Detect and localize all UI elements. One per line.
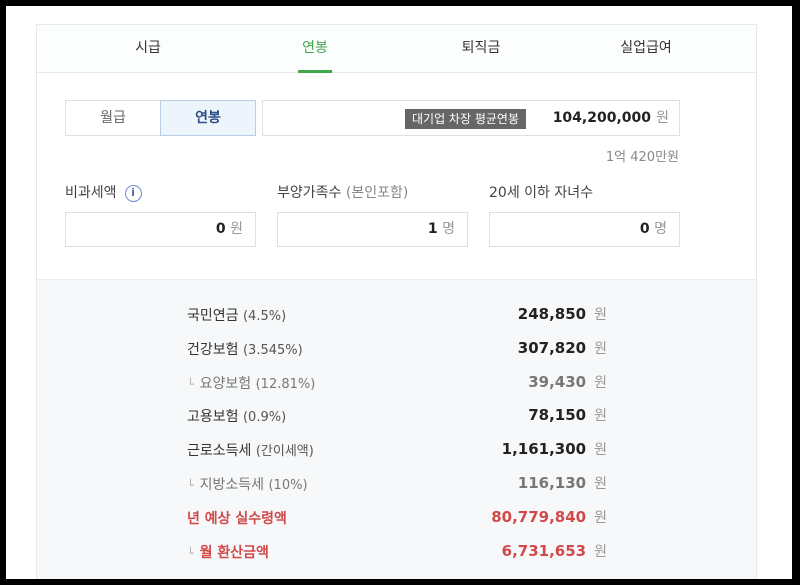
nontax-label: 비과세액 i (65, 182, 142, 202)
result-rate: (3.545%) (242, 342, 303, 358)
result-amount: 248,850 (517, 305, 587, 323)
average-salary-badge[interactable]: 대기업 차장 평균연봉 (405, 109, 526, 129)
dependents-label: 부양가족수 (본인포함) (277, 182, 408, 202)
tab-unemployment[interactable]: 실업급여 (620, 40, 672, 56)
result-label: └ 월 환산금액 (187, 542, 269, 562)
result-value: 116,130 원 (518, 473, 607, 493)
salary-calculator-card: 시급 연봉 퇴직금 실업급여 월급 연봉 대기업 차장 평균연봉 104,200… (36, 24, 757, 579)
result-label: 근로소득세 (간이세액) (187, 440, 314, 460)
result-row: 국민연금 (4.5%) 248,850 원 (187, 302, 607, 326)
result-label-text: 년 예상 실수령액 (187, 510, 287, 527)
result-row: 고용보험 (0.9%) 78,150 원 (187, 403, 607, 427)
result-amount: 1,161,300 (501, 440, 587, 459)
salary-value: 104,200,000 (552, 110, 651, 126)
monthly-toggle-button[interactable]: 월급 (65, 100, 161, 136)
children-unit: 명 (654, 221, 667, 237)
sub-item-icon: └ (187, 377, 194, 391)
nontax-value: 0 (215, 221, 226, 237)
nontax-input[interactable]: 0 원 (65, 212, 256, 247)
result-label-text: 고용보험 (187, 409, 239, 426)
result-row: └ 지방소득세 (10%) 116,130 원 (187, 471, 607, 495)
result-label: 년 예상 실수령액 (187, 508, 287, 528)
salary-unit: 원 (656, 110, 669, 126)
tab-hourly[interactable]: 시급 (135, 40, 161, 56)
nontax-unit: 원 (230, 221, 243, 237)
result-unit: 원 (594, 442, 607, 459)
result-unit: 원 (594, 307, 607, 323)
dependents-note: (본인포함) (345, 185, 409, 201)
result-label-text: 건강보험 (187, 341, 239, 358)
result-rate: (12.81%) (255, 376, 316, 392)
result-label-text: 근로소득세 (187, 443, 252, 460)
result-amount: 80,779,840 (491, 507, 587, 526)
result-value: 248,850 원 (518, 304, 607, 324)
result-row: └ 요양보험 (12.81%) 39,430 원 (187, 370, 607, 394)
info-icon[interactable]: i (124, 185, 142, 202)
result-label-text: 국민연금 (187, 308, 239, 324)
result-value: 307,820 원 (518, 338, 607, 358)
dependents-unit: 명 (442, 221, 455, 237)
result-rate: (4.5%) (242, 309, 287, 324)
result-row: └ 월 환산금액 6,731,653 원 (187, 539, 607, 563)
result-amount: 39,430 (528, 372, 587, 391)
result-label-text: 월 환산금액 (199, 544, 269, 561)
result-unit: 원 (594, 476, 607, 492)
result-amount: 78,150 (528, 406, 587, 425)
result-value: 1,161,300 원 (502, 439, 607, 459)
result-value: 39,430 원 (528, 372, 607, 392)
result-rate: (간이세액) (255, 444, 314, 460)
result-value: 6,731,653 원 (502, 541, 607, 561)
children-input[interactable]: 0 명 (489, 212, 680, 247)
result-label: └ 요양보험 (12.81%) (187, 373, 315, 393)
dependents-input[interactable]: 1 명 (277, 212, 468, 247)
result-panel: 국민연금 (4.5%) 248,850 원 건강보험 (3.545%) 307,820 원… (37, 279, 756, 579)
dependents-label-text: 부양가족수 (277, 185, 342, 201)
result-unit: 원 (594, 408, 607, 425)
nontax-label-text: 비과세액 (65, 185, 117, 201)
children-value: 0 (639, 221, 650, 237)
result-row: 년 예상 실수령액 80,779,840 원 (187, 505, 607, 529)
sub-item-icon: └ (187, 546, 194, 560)
tab-severance[interactable]: 퇴직금 (461, 40, 501, 56)
result-rate: (10%) (268, 478, 308, 493)
result-label: 국민연금 (4.5%) (187, 305, 286, 325)
sub-item-icon: └ (187, 479, 194, 492)
salary-amount-input[interactable]: 대기업 차장 평균연봉 104,200,000 원 (262, 100, 680, 136)
result-label-text: 지방소득세 (199, 477, 265, 493)
result-unit: 원 (594, 509, 607, 526)
result-row: 근로소득세 (간이세액) 1,161,300 원 (187, 437, 607, 461)
result-label: 건강보험 (3.545%) (187, 339, 303, 359)
result-amount: 6,731,653 (501, 541, 587, 560)
children-label: 20세 이하 자녀수 (489, 185, 593, 201)
result-unit: 원 (594, 543, 607, 560)
annual-toggle-button[interactable]: 연봉 (160, 100, 256, 136)
result-value: 80,779,840 원 (491, 507, 607, 527)
result-row: 건강보험 (3.545%) 307,820 원 (187, 336, 607, 360)
result-rate: (0.9%) (242, 410, 287, 426)
salary-korean-readout: 1억 420만원 (605, 150, 679, 165)
result-label: 고용보험 (0.9%) (187, 406, 286, 426)
result-label-text: 요양보험 (199, 375, 252, 392)
result-amount: 307,820 (517, 338, 587, 357)
dependents-value: 1 (427, 221, 438, 237)
result-label: └ 지방소득세 (10%) (187, 474, 308, 494)
tab-annual[interactable]: 연봉 (298, 25, 332, 73)
result-value: 78,150 원 (528, 405, 607, 425)
result-unit: 원 (594, 340, 607, 357)
window: 시급 연봉 퇴직금 실업급여 월급 연봉 대기업 차장 평균연봉 104,200… (6, 6, 792, 579)
result-unit: 원 (594, 374, 607, 391)
calculator-tabs: 시급 연봉 퇴직금 실업급여 (37, 25, 756, 73)
result-amount: 116,130 (517, 474, 587, 492)
